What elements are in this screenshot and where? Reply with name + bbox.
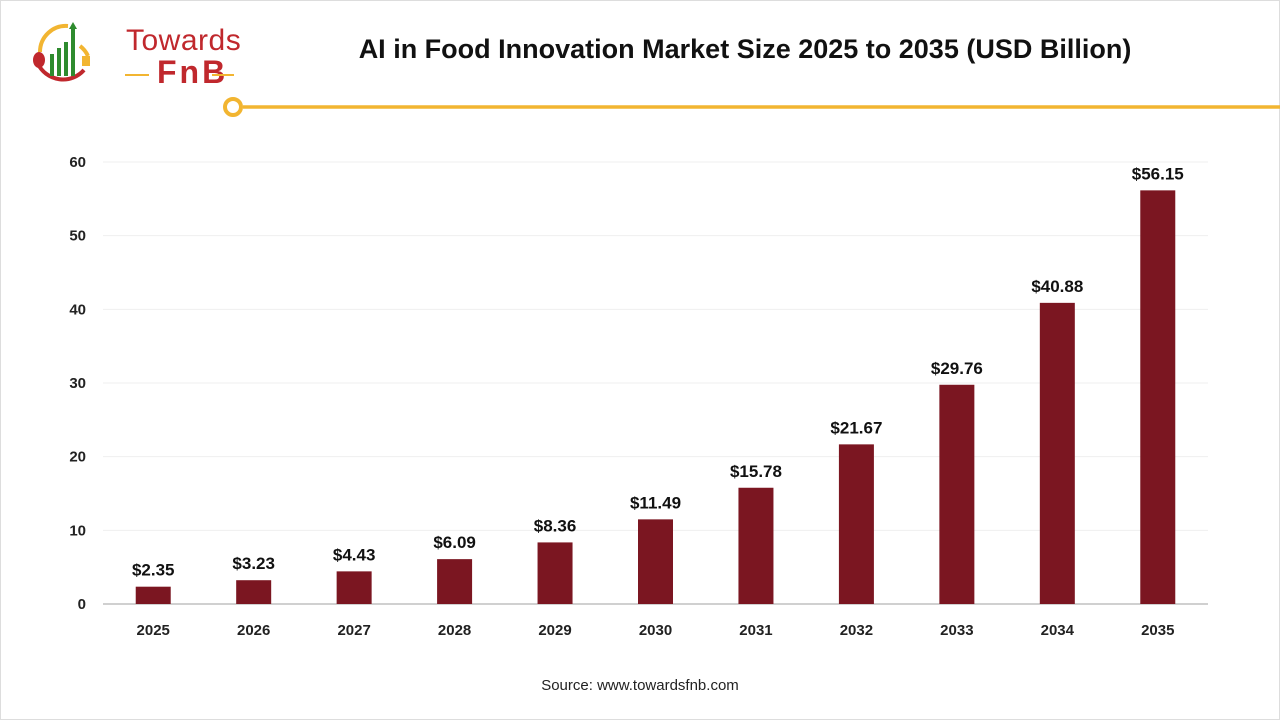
x-tick-label: 2026 [237,622,270,639]
bar-2030 [638,519,673,604]
data-label: $21.67 [830,418,882,437]
x-tick-label: 2034 [1041,622,1075,639]
bar-2029 [537,542,573,604]
chart-title: AI in Food Innovation Market Size 2025 t… [358,34,1132,64]
bar-2034 [1039,302,1075,604]
data-label: $40.88 [1031,277,1083,296]
data-label: $3.23 [232,554,275,573]
logo-text-towards: Towards [126,24,242,57]
data-label: $29.76 [931,359,983,378]
title-rule-knob [223,97,243,117]
y-tick-label: 60 [69,154,86,171]
x-tick-label: 2029 [538,622,571,639]
bar-2033 [939,384,975,604]
bar-2027 [336,571,372,604]
towards-fnb-logo: Towards FnB [28,20,241,90]
y-tick-label: 50 [69,228,86,245]
y-tick-label: 40 [69,301,86,318]
logo-emblem-icon [33,22,90,82]
data-label: $8.36 [534,516,577,535]
data-label: $11.49 [630,493,681,512]
y-tick-label: 10 [69,522,86,539]
x-tick-label: 2030 [639,622,672,639]
bar-2032 [838,444,874,604]
logo-text-fnb: FnB [157,54,229,90]
data-label: $2.35 [132,561,175,580]
source-note: Source: www.towardsfnb.com [541,677,739,694]
x-tick-label: 2032 [840,622,873,639]
bar-2031 [738,487,774,604]
data-label: $56.15 [1132,164,1184,183]
x-tick-label: 2027 [337,622,370,639]
x-tick-label: 2031 [739,622,772,639]
x-tick-label: 2028 [438,622,471,639]
data-label: $15.78 [730,462,782,481]
logo-divider-left [125,74,149,76]
data-label: $6.09 [433,533,476,552]
logo-divider-right [212,74,234,76]
data-label: $4.43 [333,545,376,564]
bar-2035 [1140,190,1176,604]
bar-2025 [135,586,171,604]
x-tick-label: 2033 [940,622,973,639]
y-tick-label: 30 [69,375,86,392]
bar-2026 [236,580,272,604]
y-tick-label: 20 [69,449,86,466]
y-tick-label: 0 [78,596,86,613]
bar-2028 [437,559,473,604]
x-tick-label: 2035 [1141,622,1174,639]
x-tick-label: 2025 [137,622,170,639]
